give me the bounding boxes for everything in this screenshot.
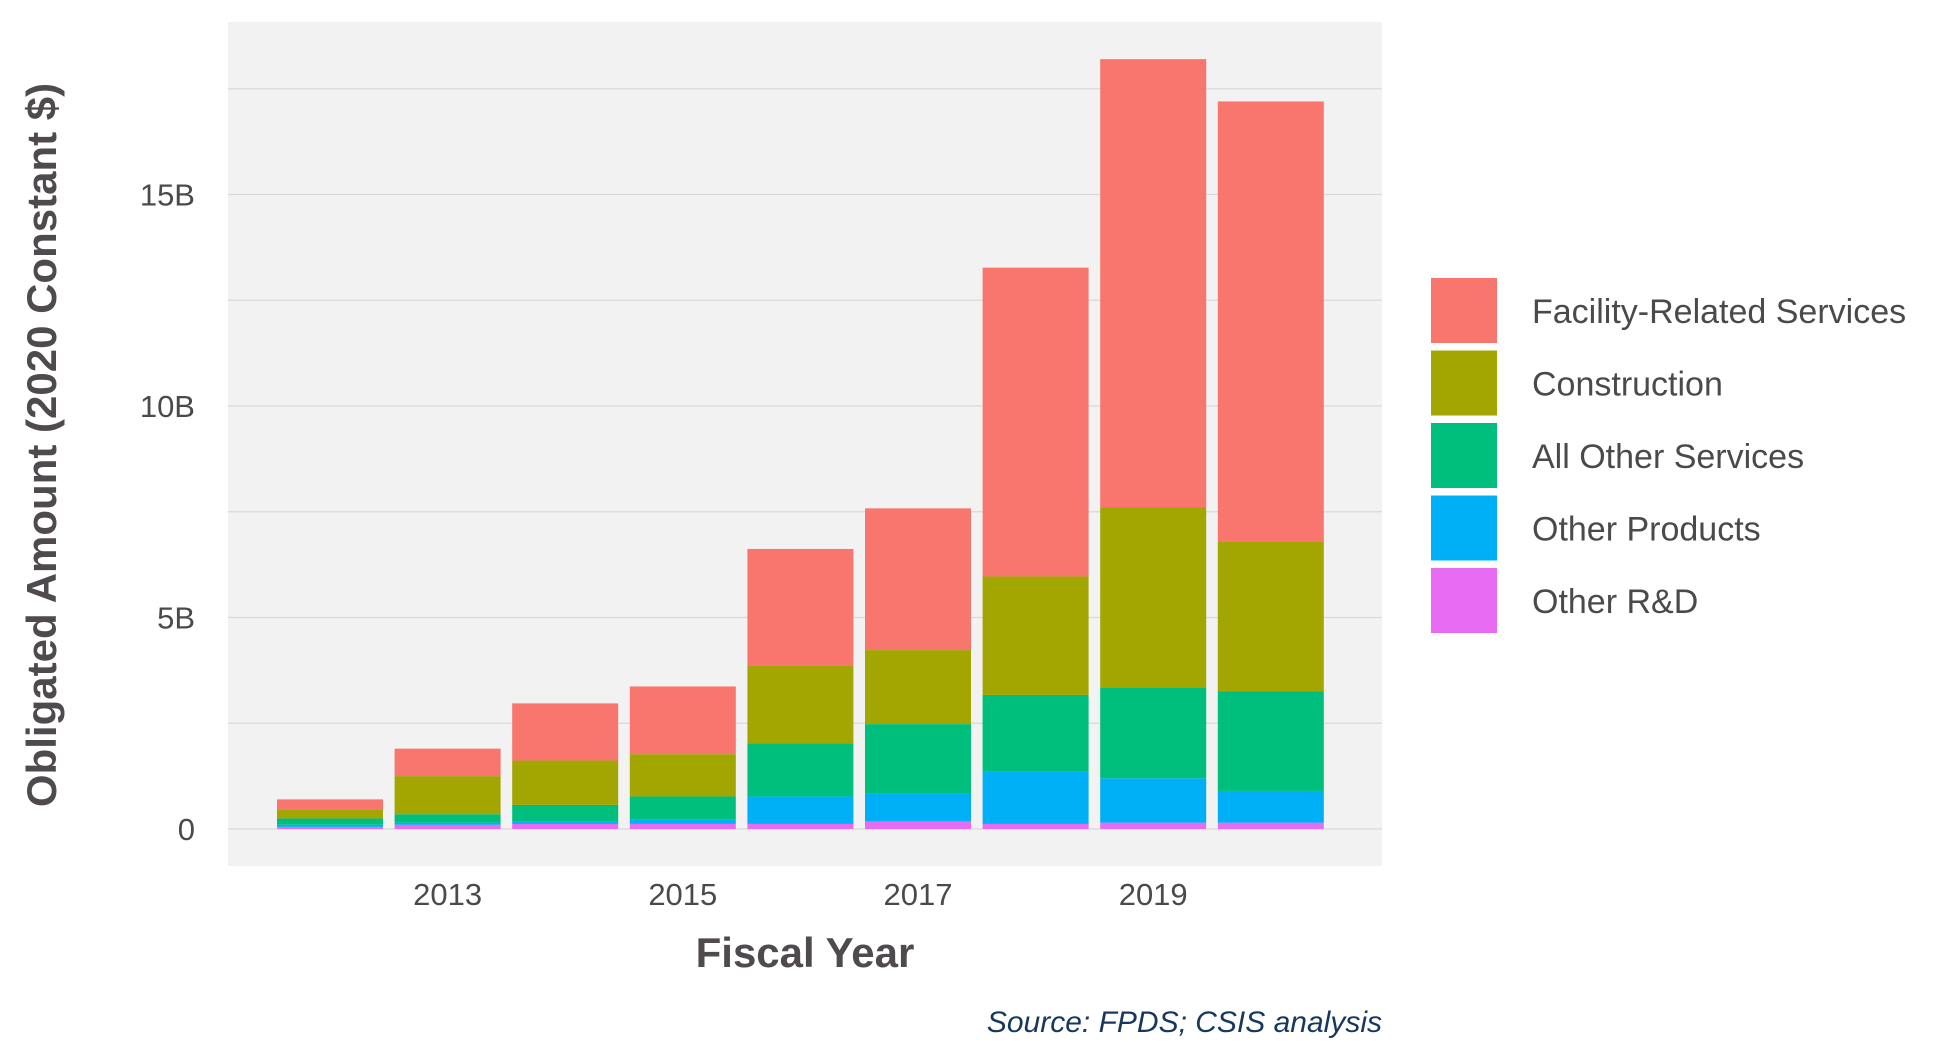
bar-segment — [394, 814, 501, 823]
bar-segment — [394, 748, 501, 777]
bar-segment — [1217, 691, 1324, 791]
y-tick-label: 10B — [140, 389, 195, 424]
bar-stack — [512, 703, 619, 829]
x-axis-title: Fiscal Year — [696, 929, 915, 976]
bar-segment — [277, 809, 383, 819]
legend-label: All Other Services — [1532, 438, 1804, 476]
bar-stack — [1217, 101, 1324, 829]
source-note: Source: FPDS; CSIS analysis — [987, 1006, 1382, 1039]
bar-segment — [747, 823, 854, 829]
y-tick-label: 5B — [157, 601, 195, 636]
bar-segment — [512, 823, 619, 829]
bar-stack — [629, 686, 736, 829]
bar-segment — [277, 824, 383, 827]
bar-segment — [1100, 778, 1207, 823]
bar-segment — [747, 796, 854, 824]
legend-swatch — [1429, 493, 1499, 563]
x-axis-ticks: 2013 2015 2017 2019 — [413, 877, 1188, 912]
legend-item: All Other Services — [1429, 421, 1804, 490]
bar-segment — [982, 576, 1089, 695]
bar-segment — [277, 818, 383, 825]
bar-segment — [1100, 507, 1207, 688]
x-tick-label: 2015 — [648, 877, 717, 912]
legend-label: Other R&D — [1532, 583, 1698, 621]
x-tick-label: 2017 — [884, 877, 953, 912]
legend-item: Other Products — [1429, 493, 1761, 563]
bar-segment — [1217, 101, 1324, 542]
x-tick-label: 2019 — [1119, 877, 1188, 912]
bar-segment — [865, 724, 971, 794]
bar-segment — [865, 650, 971, 725]
bar-segment — [512, 703, 619, 761]
bar-segment — [629, 819, 736, 824]
bar-stack — [1100, 59, 1207, 829]
bar-segment — [277, 826, 383, 829]
bar-segment — [865, 793, 971, 822]
bar-segment — [747, 548, 854, 666]
bar-segment — [629, 796, 736, 820]
bar-segment — [394, 824, 501, 829]
legend-label: Other Products — [1532, 511, 1761, 549]
bars — [277, 59, 1324, 829]
legend-item: Construction — [1429, 348, 1723, 418]
bar-segment — [1100, 59, 1207, 508]
bar-segment — [865, 508, 971, 651]
bar-segment — [1100, 822, 1207, 829]
y-axis-title: Obligated Amount (2020 Constant $) — [18, 83, 65, 807]
bar-segment — [629, 823, 736, 829]
bar-stack — [394, 748, 501, 829]
y-tick-label: 0 — [178, 812, 195, 847]
bar-stack — [865, 508, 971, 829]
legend-swatch — [1429, 566, 1499, 635]
bar-segment — [1217, 790, 1324, 823]
bar-stack — [277, 799, 383, 829]
bar-stack — [747, 548, 854, 829]
legend-item: Facility-Related Services — [1429, 276, 1906, 345]
bar-segment — [1100, 687, 1207, 779]
bar-segment — [629, 686, 736, 755]
bar-segment — [982, 694, 1089, 772]
bar-segment — [394, 822, 501, 825]
legend-swatch — [1429, 421, 1499, 490]
legend: Facility-Related Services Construction All… — [1429, 276, 1906, 635]
legend-label: Facility-Related Services — [1532, 293, 1906, 331]
bar-segment — [394, 776, 501, 815]
x-tick-label: 2013 — [413, 877, 482, 912]
bar-segment — [1217, 541, 1324, 692]
bar-segment — [982, 771, 1089, 824]
bar-segment — [747, 665, 854, 744]
y-axis-ticks: 0 5B 10B 15B — [140, 178, 195, 848]
bar-segment — [512, 821, 619, 824]
bar-segment — [982, 823, 1089, 829]
legend-swatch — [1429, 348, 1499, 418]
bar-stack — [982, 267, 1089, 829]
bar-segment — [512, 760, 619, 805]
bar-segment — [512, 804, 619, 822]
bar-segment — [277, 799, 383, 810]
legend-swatch — [1429, 276, 1499, 345]
y-tick-label: 15B — [140, 178, 195, 213]
legend-item: Other R&D — [1429, 566, 1698, 635]
bar-segment — [747, 743, 854, 797]
bar-segment — [865, 821, 971, 829]
bar-segment — [629, 754, 736, 797]
bar-segment — [1217, 822, 1324, 829]
bar-segment — [982, 267, 1089, 577]
legend-label: Construction — [1532, 366, 1723, 404]
